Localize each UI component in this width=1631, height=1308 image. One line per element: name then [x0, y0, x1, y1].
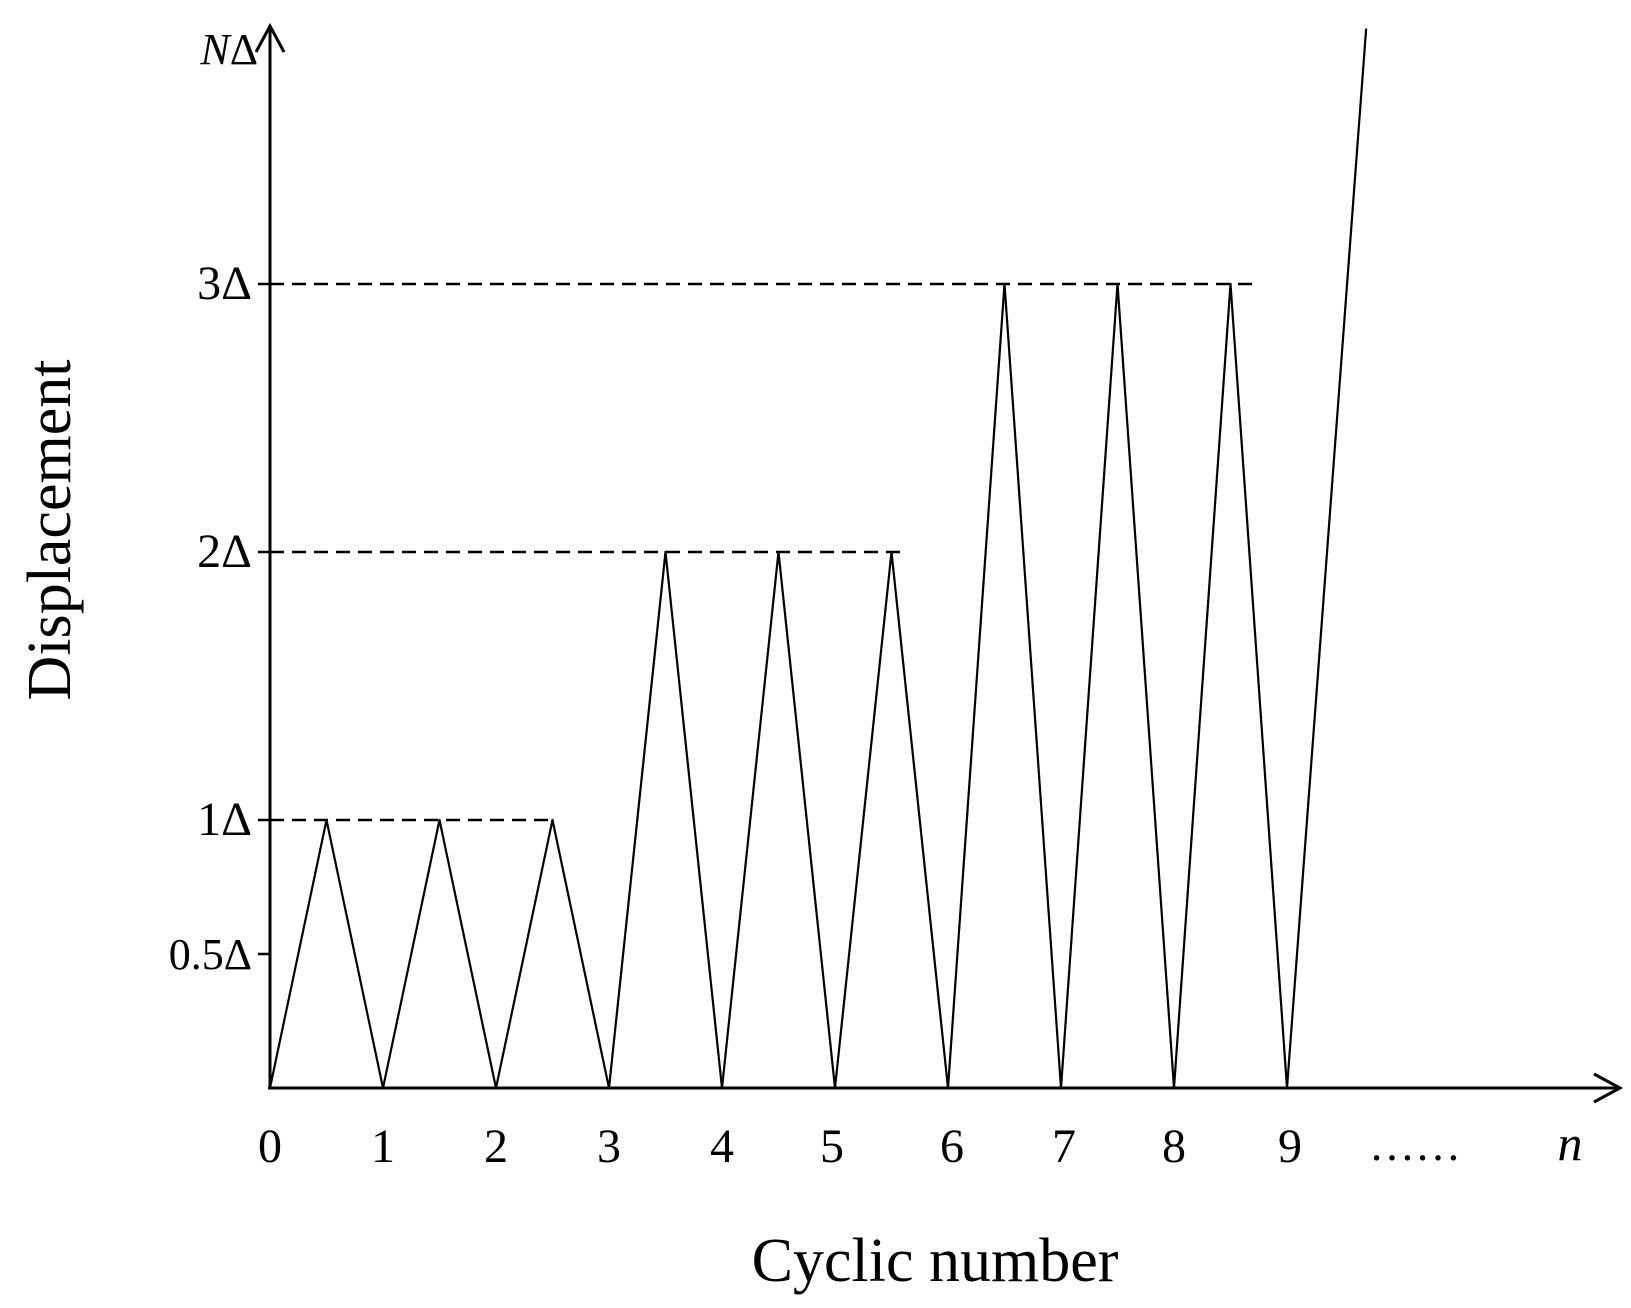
series-0-segment-8 — [720, 550, 780, 1090]
series-0-segment-5 — [551, 818, 611, 1090]
x-tick-labels: 0 1 2 3 4 5 6 7 8 9 …… n — [258, 1115, 1583, 1173]
y-tick-label-1: 1Δ — [197, 793, 252, 846]
series-0-segment-1 — [325, 818, 385, 1090]
y-tick-label-0: 0.5Δ — [169, 930, 252, 979]
y-tick-label-2: 2Δ — [197, 525, 252, 578]
series-0-segment-7 — [664, 550, 724, 1090]
y-top-label: NΔ — [199, 25, 258, 74]
series-0-segment-0 — [268, 818, 328, 1090]
axes — [254, 22, 1624, 1104]
x-axis-arrowhead — [1593, 1072, 1624, 1104]
series-0-segment-11 — [890, 550, 950, 1090]
x-tick-label-3: 3 — [597, 1120, 621, 1173]
y-ticks: 0.5Δ 1Δ 2Δ 3Δ — [169, 257, 270, 979]
x-tick-label-4: 4 — [710, 1120, 734, 1173]
series-0-segment-16 — [1172, 282, 1232, 1090]
series-0-segment-13 — [1003, 282, 1063, 1090]
y-top-label-variable: N — [199, 25, 232, 74]
series-group — [268, 28, 1368, 1090]
x-tick-label-1: 1 — [371, 1120, 395, 1173]
y-axis-title: Displacement — [16, 360, 84, 701]
x-tick-label-0: 0 — [258, 1120, 282, 1173]
series-0-segment-4 — [494, 818, 554, 1090]
y-tick-label-3: 3Δ — [197, 257, 252, 310]
x-tick-label-ellipsis: …… — [1369, 1119, 1461, 1170]
y-top-label-symbol: Δ — [230, 25, 258, 74]
x-tick-label-n: n — [1558, 1115, 1583, 1171]
x-tick-label-8: 8 — [1162, 1120, 1186, 1173]
series-0-segment-3 — [438, 818, 498, 1090]
series-0-segment-12 — [946, 282, 1006, 1090]
series-0-segment-9 — [777, 550, 837, 1090]
series-0-segment-15 — [1116, 282, 1176, 1090]
x-tick-label-5: 5 — [820, 1120, 844, 1173]
x-tick-label-2: 2 — [484, 1120, 508, 1173]
series-0-segment-14 — [1059, 282, 1119, 1090]
series-0-segment-10 — [833, 550, 893, 1090]
x-tick-label-7: 7 — [1052, 1120, 1076, 1173]
series-0-segment-2 — [381, 818, 441, 1090]
series-0-segment-18 — [1285, 28, 1368, 1090]
reference-lines — [270, 282, 1259, 822]
y-axis-arrowhead — [254, 22, 286, 53]
x-tick-label-9: 9 — [1278, 1120, 1302, 1173]
series-0-segment-17 — [1229, 282, 1289, 1090]
x-axis-title: Cyclic number — [752, 1227, 1119, 1295]
x-tick-label-6: 6 — [940, 1120, 964, 1173]
series-0-segment-6 — [607, 550, 667, 1090]
